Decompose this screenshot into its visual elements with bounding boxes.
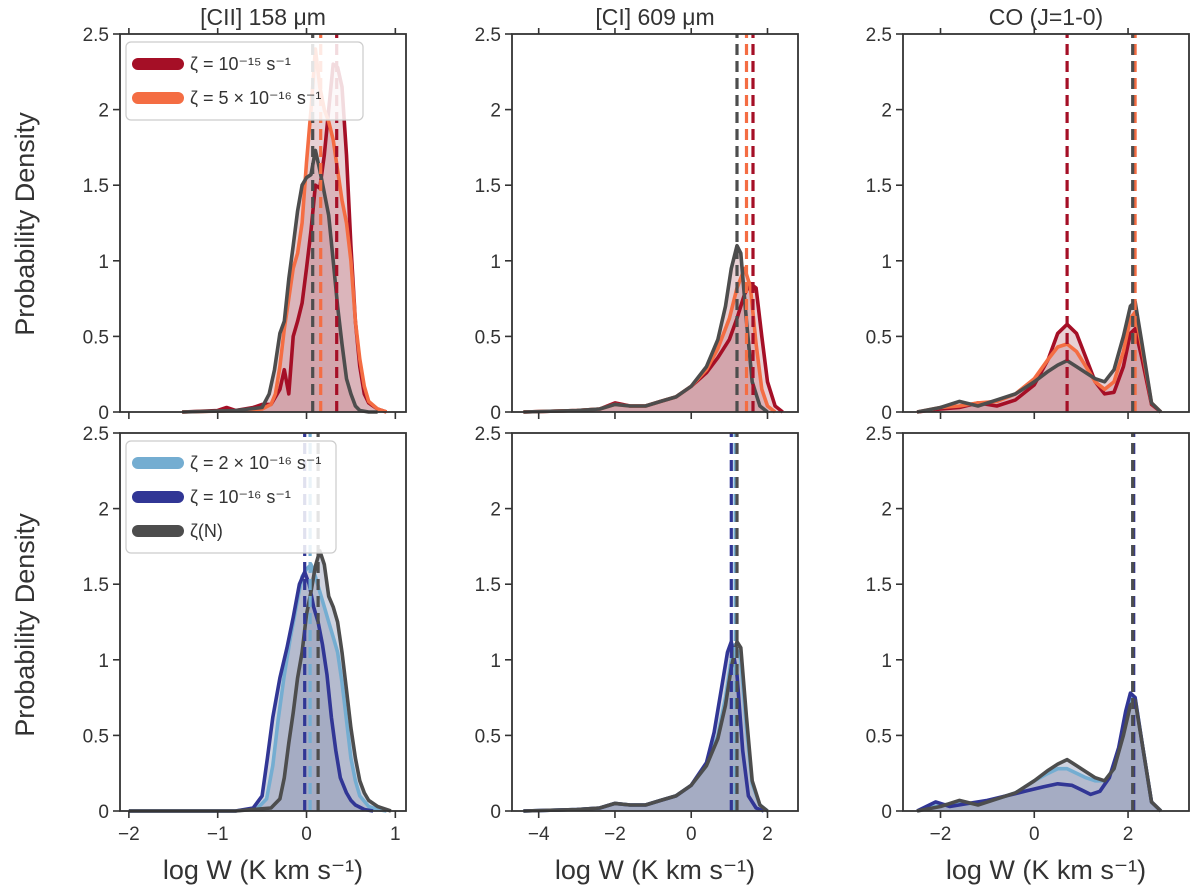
y-tick-label: 0 (490, 403, 501, 424)
y-tick-label: 1.5 (83, 176, 109, 197)
panel-5: 0 0.5 1 1.5 2 2.5 −4 −2 0 2 log W (K km s⁻¹) (475, 424, 799, 885)
area-fill-zeta_1e-16 (917, 693, 1161, 811)
y-tick-label: 1 (98, 252, 109, 273)
area-fill-zeta_1e-16 (128, 572, 374, 811)
y-tick-label: 0.5 (866, 726, 892, 747)
y-tick-label: 0 (98, 403, 109, 424)
x-tick-label: −1 (207, 824, 229, 845)
panel-title: CO (J=1-0) (989, 4, 1103, 30)
y-tick-label: 1 (490, 252, 501, 273)
y-tick-label: 2.5 (475, 424, 501, 445)
y-tick-label: 1 (881, 651, 892, 672)
legend: ζ = 10⁻¹⁵ s⁻¹ ζ = 5 × 10⁻¹⁶ s⁻¹ (125, 41, 364, 121)
y-tick-label: 0.5 (83, 726, 109, 747)
y-tick-label: 2 (98, 101, 109, 122)
legend-label: ζ = 10⁻¹⁵ s⁻¹ (190, 54, 291, 74)
legend-box (125, 41, 364, 121)
x-tick-label: −2 (930, 824, 952, 845)
y-axis-label-bottom: Probability Density (10, 513, 40, 737)
x-tick-label: 1 (390, 824, 401, 845)
axes-frame (511, 33, 799, 413)
panels: 00.511.522.5[CII] 158 μmζ = 10⁻¹⁵ s⁻¹ζ =… (83, 4, 1190, 885)
y-tick-label: 0 (881, 802, 892, 823)
area-fill-zeta_N (523, 641, 768, 811)
y-tick-label: 2 (881, 500, 892, 521)
panel-2: 0 0.5 1 1.5 2 2.5 [CI] 609 μm (475, 4, 799, 424)
y-tick-label: 2.5 (83, 25, 109, 46)
x-axis-label: log W (K km s⁻¹) (555, 855, 755, 885)
y-tick-label: 0.5 (866, 327, 892, 348)
x-tick-label: −2 (604, 824, 626, 845)
density-line-zeta_N (182, 148, 378, 414)
y-tick-label: 1 (98, 651, 109, 672)
y-tick-label: 0 (490, 802, 501, 823)
y-tick-label: 2.5 (866, 25, 892, 46)
x-tick-label: 0 (686, 824, 697, 845)
axes-frame (119, 33, 407, 413)
panel-4: 0 0.5 1 1.5 2 2.5 −2 −1 0 1 log W (K km s⁻¹) ζ = 2 … (83, 424, 407, 885)
panel-1: 00.511.522.5[CII] 158 μmζ = 10⁻¹⁵ s⁻¹ζ =… (83, 4, 407, 424)
panel-6: 0 0.5 1 1.5 2 2.5 −2 0 2 log W (K km s⁻¹) (866, 424, 1190, 885)
y-tick-label: 1.5 (475, 176, 501, 197)
area-fill-zeta_N (182, 150, 378, 412)
x-axis-label: log W (K km s⁻¹) (946, 855, 1146, 885)
y-tick-label: 0.5 (475, 726, 501, 747)
y-tick-label: 2.5 (866, 424, 892, 445)
density-line-zeta_N (128, 549, 392, 813)
y-tick-label: 1.5 (866, 176, 892, 197)
legend-label: ζ(N) (190, 521, 223, 541)
x-tick-label: −2 (118, 824, 140, 845)
axes-frame (902, 432, 1190, 812)
area-fill-zeta_1e-15 (523, 283, 783, 412)
legend-label: ζ = 10⁻¹⁶ s⁻¹ (190, 487, 291, 507)
axes-frame (511, 432, 799, 812)
y-axis-label-top: Probability Density (10, 112, 40, 336)
x-tick-label: 0 (1029, 824, 1040, 845)
panel-3: 0 0.5 1 1.5 2 2.5 CO (J=1-0) (866, 4, 1190, 424)
y-tick-label: 1 (881, 252, 892, 273)
x-axis-label: log W (K km s⁻¹) (163, 855, 363, 885)
y-tick-label: 0.5 (475, 327, 501, 348)
density-line-zeta_N (523, 639, 769, 813)
y-tick-label: 2.5 (475, 25, 501, 46)
y-tick-label: 0 (98, 802, 109, 823)
x-tick-label: 2 (1123, 824, 1134, 845)
y-tick-label: 2 (490, 101, 501, 122)
x-tick-label: 2 (762, 824, 773, 845)
y-tick-label: 2 (98, 500, 109, 521)
panel-title: [CI] 609 μm (595, 4, 714, 30)
axes-frame (119, 432, 407, 812)
area-fill-zeta_N (917, 700, 1161, 811)
x-tick-label: −4 (528, 824, 550, 845)
area-fill-zeta_5e-16 (523, 268, 776, 412)
y-tick-label: 2.5 (83, 424, 109, 445)
x-tick-label: 0 (301, 824, 312, 845)
panel-title: [CII] 158 μm (200, 4, 326, 30)
y-tick-label: 0.5 (83, 327, 109, 348)
y-tick-label: 1.5 (475, 575, 501, 596)
y-tick-label: 1.5 (866, 575, 892, 596)
area-fill-zeta_N (128, 550, 391, 811)
area-fill-zeta_2e-16 (128, 564, 387, 811)
area-fill-zeta_2e-16 (523, 644, 768, 811)
legend: ζ = 2 × 10⁻¹⁶ s⁻¹ ζ = 10⁻¹⁶ s⁻¹ ζ(N) (125, 440, 337, 554)
legend-label: ζ = 2 × 10⁻¹⁶ s⁻¹ (190, 453, 321, 473)
y-tick-label: 2 (490, 500, 501, 521)
legend-box (125, 440, 337, 554)
y-tick-label: 0 (881, 403, 892, 424)
y-tick-label: 1.5 (83, 575, 109, 596)
y-tick-label: 1 (490, 651, 501, 672)
y-tick-label: 2 (881, 101, 892, 122)
legend-label: ζ = 5 × 10⁻¹⁶ s⁻¹ (190, 88, 321, 108)
axes-frame (902, 33, 1190, 413)
area-fill-zeta_2e-16 (917, 697, 1161, 811)
